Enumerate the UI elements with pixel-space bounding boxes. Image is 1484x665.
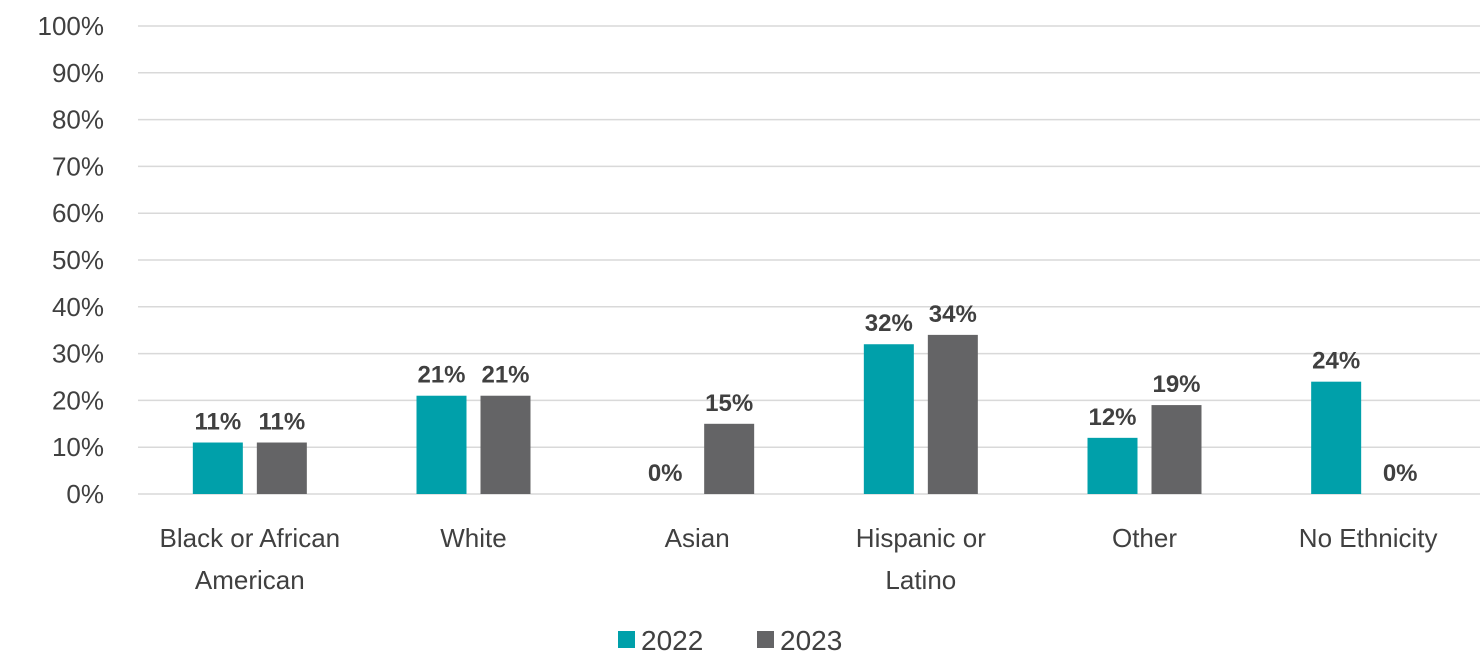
y-tick-label: 90% [52, 58, 104, 88]
category-label: White [440, 523, 506, 553]
data-label: 32% [865, 310, 913, 337]
bar-2022-3 [863, 344, 914, 494]
bars [192, 334, 1362, 494]
data-label: 11% [194, 409, 241, 436]
y-tick-label: 40% [52, 292, 104, 322]
bar-2022-0 [192, 442, 243, 494]
data-label: 12% [1088, 404, 1136, 431]
bar-2023-2 [704, 423, 755, 494]
bar-2023-1 [480, 395, 531, 494]
bar-2022-1 [416, 395, 467, 494]
category-label: Black or African [160, 523, 341, 553]
category-label: No Ethnicity [1299, 523, 1438, 553]
y-tick-label: 10% [52, 432, 104, 462]
y-tick-label: 0% [66, 479, 104, 509]
bar-2023-0 [256, 442, 307, 494]
data-label: 21% [481, 362, 529, 389]
category-label: Other [1112, 523, 1177, 553]
data-labels: 11% 11% 21% 21% 0% 15% 32% 34% 12% 19% 24% 0% [194, 301, 1417, 487]
legend: 2022 2023 [618, 625, 842, 656]
y-tick-label: 70% [52, 151, 104, 181]
category-labels: Black or African American White Asian Hispan… [160, 523, 1438, 595]
y-tick-label: 50% [52, 245, 104, 275]
category-label: Hispanic or [856, 523, 986, 553]
data-label: 24% [1312, 348, 1360, 375]
category-label: Latino [885, 565, 956, 595]
y-tick-label: 20% [52, 385, 104, 415]
y-tick-label: 60% [52, 198, 104, 228]
y-axis-tick-labels: 0% 10% 20% 30% 40% 50% 60% 70% 80% 90% 100% [38, 11, 105, 509]
legend-label-2023: 2023 [780, 625, 842, 656]
bar-2022-4 [1087, 437, 1138, 494]
gridlines [138, 25, 1480, 495]
data-label: 34% [929, 301, 977, 328]
legend-label-2022: 2022 [641, 625, 703, 656]
data-label: 19% [1152, 371, 1200, 398]
legend-swatch-2022 [618, 631, 635, 648]
legend-swatch-2023 [757, 631, 774, 648]
bar-2023-3 [927, 334, 978, 494]
data-label: 15% [705, 390, 753, 417]
category-label: American [195, 565, 305, 595]
y-tick-label: 30% [52, 339, 104, 369]
bar-2023-4 [1151, 405, 1202, 494]
data-label: 21% [417, 362, 465, 389]
data-label: 11% [258, 409, 305, 436]
bar-2022-5 [1311, 381, 1362, 494]
data-label: 0% [1383, 460, 1418, 487]
data-label: 0% [648, 460, 683, 487]
y-tick-label: 100% [38, 11, 105, 41]
y-tick-label: 80% [52, 105, 104, 135]
category-label: Asian [665, 523, 730, 553]
